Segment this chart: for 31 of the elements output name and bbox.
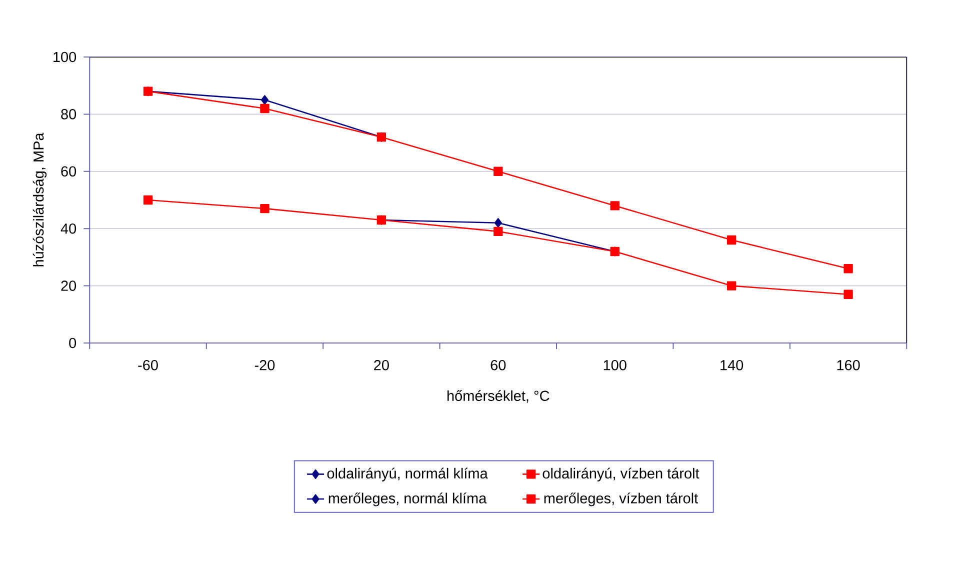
point	[844, 264, 853, 274]
legend-label: oldalirányú, vízben tárolt	[542, 468, 700, 482]
point	[494, 166, 503, 176]
point	[494, 226, 503, 236]
point	[260, 104, 270, 114]
y-tick-label: 60	[61, 166, 76, 177]
point	[494, 218, 502, 228]
point	[260, 95, 268, 105]
x-axis-title: hőmérséklet, °C	[447, 390, 550, 403]
y-axis-title: húzószilárdság, MPa	[32, 132, 47, 266]
y-tick-label: 40	[60, 223, 76, 234]
point	[726, 281, 736, 290]
x-tick-label: 20	[374, 360, 389, 370]
y-tick-label: 20	[61, 280, 76, 291]
point	[610, 201, 620, 210]
point	[260, 204, 270, 214]
x-tick-label: 60	[490, 360, 506, 370]
y-tick-label: 80	[61, 109, 76, 120]
y-tick-label: 100	[54, 52, 76, 62]
x-tick-label: -60	[138, 360, 158, 370]
x-tick-label: 160	[837, 360, 860, 370]
x-tick-label: 140	[720, 360, 744, 370]
point	[143, 195, 153, 205]
x-tick-label: 100	[604, 360, 626, 370]
legend-label: merőleges, normál klíma	[328, 492, 487, 506]
legend-label: oldalirányú, normál klíma	[327, 468, 488, 482]
y-tick-label: 0	[69, 338, 76, 348]
x-tick-label: -20	[254, 360, 275, 370]
legend-label: merőleges, vízben tárolt	[544, 492, 698, 506]
point	[726, 235, 736, 245]
point	[844, 290, 853, 299]
